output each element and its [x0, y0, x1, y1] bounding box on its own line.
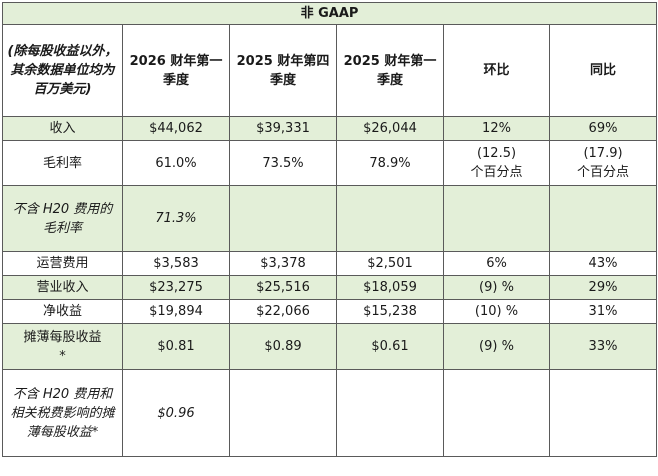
cell: $3,378	[229, 251, 337, 276]
cell	[548, 369, 658, 457]
row-label: 毛利率	[2, 140, 123, 186]
header-unit-note: (除每股收益以外，其余数据单位均为百万美元)	[2, 24, 123, 117]
table-row-operating-expenses: 运营费用 $3,583 $3,378 $2,501 6% 43%	[2, 251, 658, 276]
row-label: 不含 H20 费用的毛利率	[2, 185, 123, 252]
cell: $2,501	[336, 251, 444, 276]
header-q4-fy2025: 2025 财年第四季度	[229, 24, 337, 117]
cell: $0.81	[122, 323, 230, 370]
cell: 71.3%	[122, 185, 230, 252]
table-row-gross-margin: 毛利率 61.0% 73.5% 78.9% (12.5) 个百分点 (17.9)…	[2, 140, 658, 186]
row-label: 收入	[2, 116, 123, 141]
table-row-operating-income: 营业收入 $23,275 $25,516 $18,059 (9) % 29%	[2, 275, 658, 300]
cell: $18,059	[336, 275, 444, 300]
cell: (9) %	[443, 275, 550, 300]
header-row: (除每股收益以外，其余数据单位均为百万美元) 2026 财年第一季度 2025 …	[2, 24, 658, 117]
cell	[548, 185, 658, 252]
cell: 43%	[548, 251, 658, 276]
cell: (9) %	[443, 323, 550, 370]
table-title-row: 非 GAAP	[1, 2, 658, 25]
cell: $26,044	[336, 116, 444, 141]
cell: $0.89	[229, 323, 337, 370]
cell: 69%	[548, 116, 658, 141]
cell: 61.0%	[122, 140, 230, 186]
cell: $19,894	[122, 299, 230, 324]
cell: $39,331	[229, 116, 337, 141]
cell: $0.61	[336, 323, 444, 370]
cell: 78.9%	[336, 140, 444, 186]
header-yoy: 同比	[548, 24, 658, 117]
cell: $0.96	[122, 369, 230, 457]
cell: (10) %	[443, 299, 550, 324]
row-label: 运营费用	[2, 251, 123, 276]
row-label: 营业收入	[2, 275, 123, 300]
cell	[229, 185, 337, 252]
row-label: 不含 H20 费用和相关税费影响的摊薄每股收益*	[2, 369, 123, 457]
cell: $25,516	[229, 275, 337, 300]
cell: 29%	[548, 275, 658, 300]
cell: $23,275	[122, 275, 230, 300]
cell: (12.5) 个百分点	[443, 140, 550, 186]
cell: (17.9) 个百分点	[548, 140, 658, 186]
cell: $3,583	[122, 251, 230, 276]
non-gaap-table: 非 GAAP (除每股收益以外，其余数据单位均为百万美元) 2026 财年第一季…	[1, 2, 658, 457]
cell: $15,238	[336, 299, 444, 324]
cell	[336, 185, 444, 252]
cell: 12%	[443, 116, 550, 141]
cell: 6%	[443, 251, 550, 276]
cell: $44,062	[122, 116, 230, 141]
cell: $22,066	[229, 299, 337, 324]
cell: 31%	[548, 299, 658, 324]
header-qoq: 环比	[443, 24, 550, 117]
table-row-revenue: 收入 $44,062 $39,331 $26,044 12% 69%	[2, 116, 658, 141]
table-row-gross-margin-ex-h20: 不含 H20 费用的毛利率 71.3%	[2, 185, 658, 252]
table-row-diluted-eps-ex-h20: 不含 H20 费用和相关税费影响的摊薄每股收益* $0.96	[2, 369, 658, 457]
cell	[229, 369, 337, 457]
header-q1-fy2025: 2025 财年第一季度	[336, 24, 444, 117]
cell	[336, 369, 444, 457]
table-row-net-income: 净收益 $19,894 $22,066 $15,238 (10) % 31%	[2, 299, 658, 324]
cell	[443, 185, 550, 252]
header-q1-fy2026: 2026 财年第一季度	[122, 24, 230, 117]
cell: 33%	[548, 323, 658, 370]
row-label: 摊薄每股收益 *	[2, 323, 123, 370]
cell	[443, 369, 550, 457]
table-row-diluted-eps: 摊薄每股收益 * $0.81 $0.89 $0.61 (9) % 33%	[2, 323, 658, 370]
cell: 73.5%	[229, 140, 337, 186]
row-label: 净收益	[2, 299, 123, 324]
table-title: 非 GAAP	[1, 2, 658, 25]
